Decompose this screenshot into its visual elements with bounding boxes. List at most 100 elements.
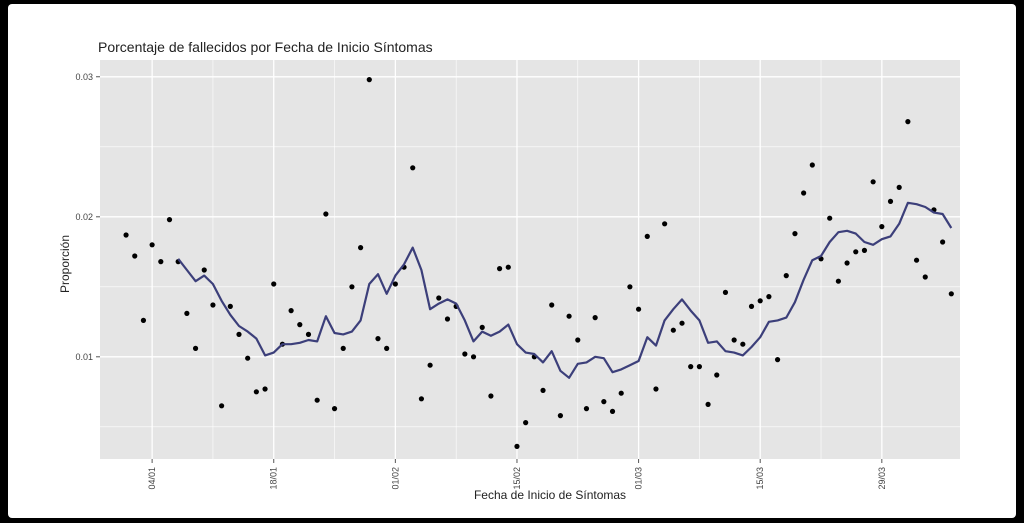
data-point [618,390,624,396]
data-point [783,273,789,279]
y-tick-label: 0.01 [75,352,93,362]
data-point [323,211,329,217]
data-point [696,364,702,370]
data-point [140,317,147,323]
scatter-chart: Porcentaje de fallecidos por Fecha de In… [58,39,960,502]
x-axis-title: Fecha de Inicio de Síntomas [474,488,626,502]
data-point [879,224,885,230]
data-point [740,341,746,347]
data-point [436,295,442,301]
data-point [384,345,390,351]
data-point [809,162,815,168]
plot-panel [100,60,960,459]
data-point [679,320,685,326]
data-point [505,264,511,270]
data-point [349,284,355,290]
data-points [123,77,954,449]
data-point [609,408,616,414]
data-point [774,357,781,363]
data-point [940,239,946,245]
chart-title: Porcentaje de fallecidos por Fecha de In… [98,39,433,55]
data-point [844,260,850,266]
data-point [557,413,564,419]
data-point [297,322,303,328]
data-point [331,406,338,412]
data-point [566,313,572,319]
data-point [227,303,233,309]
data-point [835,278,841,284]
data-point [549,302,555,308]
data-point [635,306,642,312]
data-point [271,281,277,287]
data-point [653,386,659,392]
data-point [210,302,216,308]
data-point [314,397,320,403]
data-point [470,354,477,360]
data-point [853,249,859,255]
x-tick-label: 18/01 [269,467,279,490]
data-point [479,324,485,330]
data-point [444,316,451,322]
data-point [644,233,650,239]
data-point [670,327,676,333]
x-tick-label: 04/01 [147,467,157,490]
data-point [418,396,425,402]
data-point [714,372,720,378]
data-point [887,198,894,204]
data-point [462,351,468,357]
data-point [913,257,920,263]
data-point [540,387,546,393]
data-point [827,215,833,221]
data-point [523,420,529,426]
data-point [166,217,173,223]
data-point [392,281,398,287]
data-point [236,331,242,337]
data-point [662,221,668,227]
y-axis: 0.01 0.02 0.03 [75,72,100,362]
data-point [922,274,928,280]
data-point [722,289,729,295]
data-point [262,386,268,392]
data-point [123,232,129,238]
data-point [375,336,381,342]
data-point [592,315,598,321]
y-axis-title: Proporción [58,235,72,293]
data-point [201,267,207,273]
data-point [184,310,190,316]
chart-canvas: Porcentaje de fallecidos por Fecha de In… [8,4,1016,518]
data-point [427,362,433,368]
data-point [253,389,259,395]
data-point [905,119,911,125]
data-point [496,266,503,272]
data-point [688,364,694,370]
data-point [705,401,711,407]
data-point [583,406,590,412]
data-point [192,345,199,351]
data-point [366,77,372,83]
y-tick-label: 0.02 [75,212,93,222]
y-tick-label: 0.03 [75,72,93,82]
data-point [132,253,138,259]
data-point [627,284,633,290]
x-tick-label: 15/02 [512,467,522,490]
data-point [748,303,755,309]
data-point [757,298,763,304]
data-point [601,399,607,405]
data-point [488,393,494,399]
x-tick-label: 01/03 [634,467,644,490]
data-point [158,259,164,265]
data-point [801,190,807,196]
grid-major [100,60,960,459]
data-point [514,443,520,449]
data-point [870,179,876,185]
data-point [861,247,868,253]
data-point [305,331,312,337]
data-point [288,308,294,314]
x-axis: 04/01 18/01 01/02 15/02 01/03 15/03 29/03 [147,459,887,490]
x-tick-label: 29/03 [877,467,887,490]
data-point [410,165,416,171]
data-point [358,245,364,251]
data-point [731,337,737,343]
data-point [948,291,954,297]
data-point [219,403,225,409]
